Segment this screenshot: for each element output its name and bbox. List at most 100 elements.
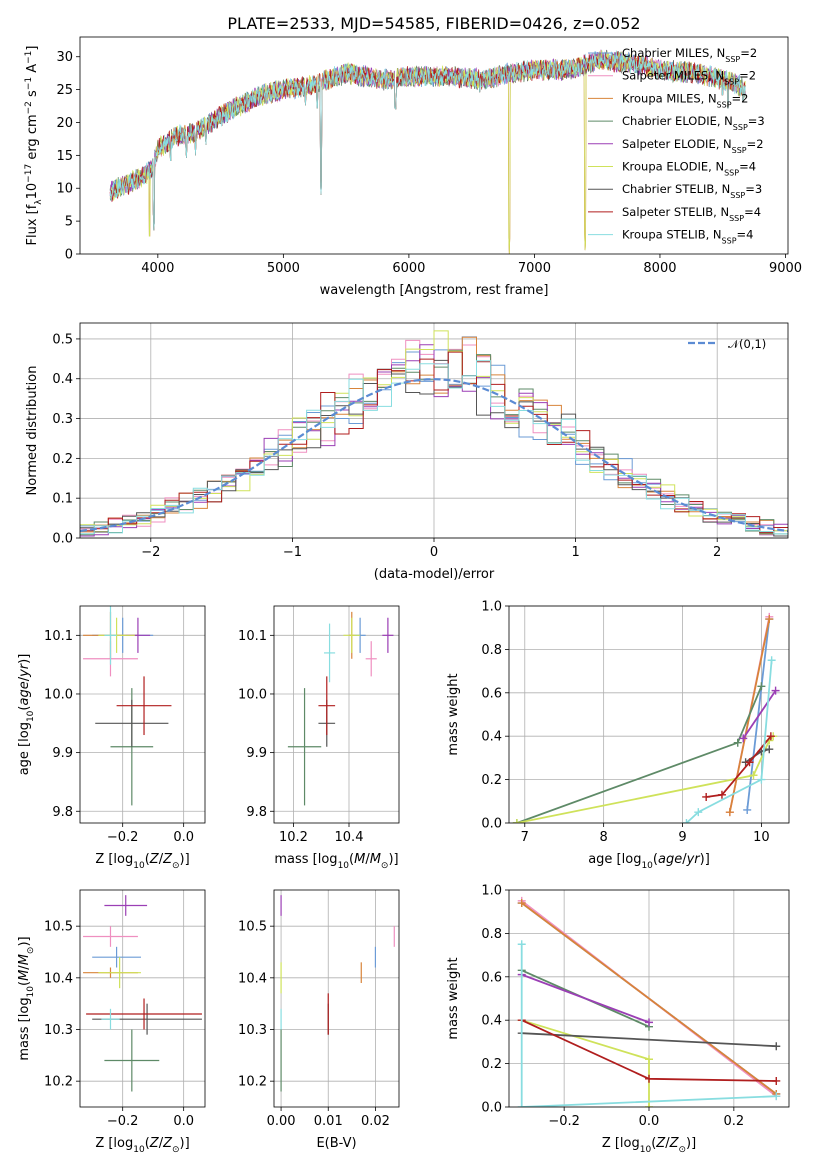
errorbar-point-kroupa-stelib	[324, 623, 336, 683]
x-tick-label: 0.0	[639, 1114, 660, 1129]
plot-area	[80, 330, 788, 537]
y-tick-label: 0.8	[481, 643, 502, 658]
y-tick-label: 9.8	[246, 805, 267, 820]
legend-label: Chabrier ELODIE, NSSP=3	[622, 114, 765, 132]
series-marker	[739, 734, 748, 743]
errorbar-point-salpeter-stelib	[318, 676, 336, 736]
plot-area	[83, 895, 202, 1092]
plot-area	[109, 49, 746, 254]
line-series-salpeter-elodie	[739, 686, 780, 743]
series-marker	[772, 1042, 781, 1051]
y-tick-label: 10.5	[44, 920, 73, 935]
plot-area	[280, 895, 395, 1092]
series-line	[742, 690, 777, 739]
x-tick-label: 9000	[769, 261, 802, 276]
series-marker	[765, 615, 774, 624]
axes: 10.2 10.4 9.8 9.9 10.0 10.1 mass [log10(M/M⊙)]	[238, 605, 400, 871]
y-tick-label: 9.8	[52, 805, 73, 820]
y-axis-label: Flux [fλ10−17 erg cm−2 s−1 A−1]	[24, 46, 44, 246]
errorbar-point-salpeter-elodie	[382, 617, 394, 653]
series-marker	[645, 1074, 653, 1083]
legend-label: Salpeter ELODIE, NSSP=2	[622, 137, 764, 155]
x-axis-label: Z [log10(Z/Z⊙)]	[95, 1136, 189, 1155]
plot-area	[512, 612, 780, 823]
y-tick-label: 0.6	[481, 970, 502, 985]
legend-label: Salpeter STELIB, NSSP=4	[622, 205, 761, 223]
series-marker	[771, 686, 780, 695]
y-tick-label: 0.4	[481, 1014, 502, 1029]
y-axis-label: Normed distribution	[25, 366, 40, 496]
panel-mass-age: 10.2 10.4 9.8 9.9 10.0 10.1 mass [log10(M/M⊙)]	[238, 605, 400, 871]
gaussian-curve	[80, 378, 788, 533]
line-series-chabrier-miles	[743, 615, 774, 814]
x-tick-label: 6000	[392, 261, 425, 276]
y-tick-label: 0.0	[481, 1101, 502, 1116]
series-marker	[682, 819, 691, 823]
y-tick-label: 0.2	[52, 452, 73, 467]
x-tick-label: 10	[753, 830, 770, 845]
x-tick-label: 8000	[643, 261, 676, 276]
y-axis-label: mass weight	[446, 957, 461, 1039]
axes: −2 −1 0 1 2 0.0 0.1 0.2 0.3 0.4 0.5 (data-model)/er…	[25, 322, 789, 582]
y-tick-label: 10.4	[44, 971, 73, 986]
axes: −0.2 0.0 9.8 9.9 10.0 10.1 Z [log10(Z/Z⊙)] age …	[17, 605, 206, 871]
y-tick-label: 10.2	[44, 1075, 73, 1090]
y-tick-label: 0.0	[52, 532, 73, 547]
plots-layer: 4000 5000 6000 7000 8000 9000051015202530wave…	[17, 36, 802, 1155]
errorbar-point-kroupa-stelib	[104, 606, 117, 665]
errorbar-point-salpeter-elodie	[104, 895, 148, 916]
y-tick-label: 0.4	[481, 730, 502, 745]
series-marker	[694, 808, 703, 817]
x-tick-label: 8	[600, 830, 608, 845]
x-tick-label: −0.2	[107, 830, 139, 845]
errorbar-point-kroupa-elodie	[98, 617, 135, 653]
axes-frame	[273, 605, 400, 824]
y-tick-label: 30	[56, 50, 73, 65]
series-marker	[757, 775, 766, 784]
series-marker	[772, 1076, 781, 1085]
spectrum-line-kroupa-stelib	[109, 50, 746, 231]
panel-residuals: −2 −1 0 1 2 0.0 0.1 0.2 0.3 0.4 0.5 (data-model)/er…	[25, 322, 789, 582]
y-tick-label: 0.8	[481, 927, 502, 942]
x-axis-label: mass [log10(M/M⊙)]	[274, 852, 398, 871]
x-tick-label: 7	[521, 830, 529, 845]
errorbar-point-chabrier-elodie	[287, 688, 322, 806]
panel-Z-mass: −0.2 0.0 10.2 10.3 10.4 10.5 Z [log10(Z/Z⊙)] ma…	[17, 889, 206, 1155]
axes: −0.2 0.0 10.2 10.3 10.4 10.5 Z [log10(Z/Z⊙)] ma…	[17, 889, 206, 1155]
y-tick-label: 0.4	[52, 372, 73, 387]
errorbar-point-salpeter-stelib	[86, 998, 202, 1030]
y-tick-label: 0.1	[52, 492, 73, 507]
histogram-kroupa-stelib	[80, 360, 788, 535]
y-tick-label: 20	[56, 116, 73, 131]
series-marker	[766, 732, 775, 741]
y-tick-label: 15	[56, 149, 73, 164]
y-tick-label: 10.0	[238, 687, 267, 702]
y-tick-label: 10.2	[238, 1075, 267, 1090]
x-tick-label: −1	[283, 545, 302, 560]
series-marker	[517, 899, 526, 908]
legend-label: 𝒩(0,1)	[728, 337, 766, 351]
x-tick-label: −0.2	[548, 1114, 580, 1129]
errorbar-point-salpeter-stelib	[116, 676, 172, 736]
axes-frame	[79, 36, 789, 255]
series-marker	[717, 790, 726, 799]
series-line	[685, 660, 773, 823]
series-line	[746, 618, 771, 811]
y-tick-label: 9.9	[246, 746, 267, 761]
x-tick-label: 0.0	[173, 1114, 194, 1129]
series-marker	[725, 808, 734, 817]
series-marker	[645, 1103, 653, 1107]
series-marker	[517, 1103, 526, 1107]
axes-frame	[508, 605, 790, 824]
errorbar-point-kroupa-elodie	[98, 957, 141, 989]
axes-frame	[79, 605, 206, 824]
plot-area	[287, 611, 394, 806]
x-tick-label: 0.01	[314, 1114, 343, 1129]
x-tick-label: 2	[713, 545, 721, 560]
errorbar-point-chabrier-miles	[92, 946, 141, 968]
y-tick-label: 0	[65, 248, 73, 263]
plot-area	[517, 896, 781, 1107]
plot-area	[83, 606, 172, 806]
figure-title: PLATE=2533, MJD=54585, FIBERID=0426, z=0…	[227, 14, 640, 33]
legend-label: Salpeter MILES, NSSP=2	[622, 69, 756, 87]
